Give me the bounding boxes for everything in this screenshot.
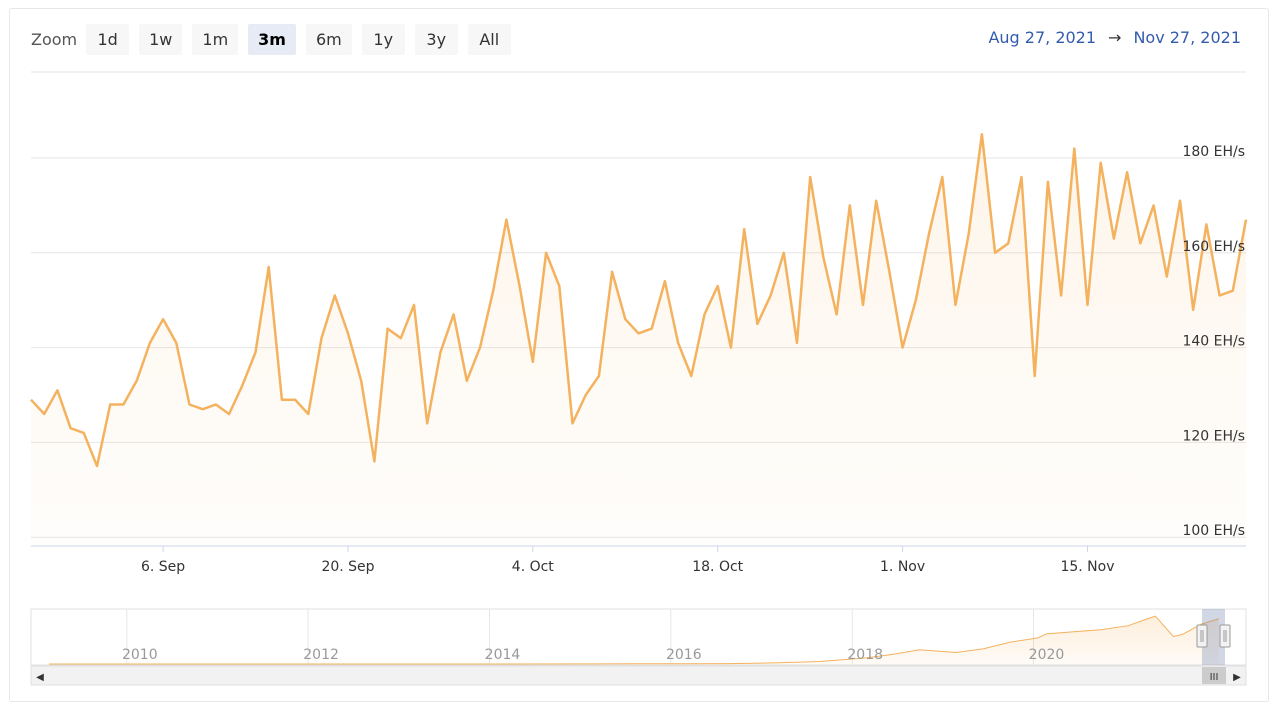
x-tick-label: 18. Oct xyxy=(692,559,743,575)
navigator-x-tick-label: 2014 xyxy=(485,647,521,663)
navigator-x-tick-label: 2012 xyxy=(303,647,339,663)
navigator-handle-left[interactable] xyxy=(1196,624,1208,648)
navigator-handle-right[interactable] xyxy=(1219,624,1231,648)
zoom-toolbar: Zoom 1d 1w 1m 3m 6m 1y 3y All xyxy=(31,24,521,55)
y-tick-label: 160 EH/s xyxy=(1182,239,1245,255)
x-tick-label: 4. Oct xyxy=(512,559,555,575)
y-tick-label: 100 EH/s xyxy=(1182,523,1245,539)
zoom-button-all[interactable]: All xyxy=(467,24,511,55)
x-tick-label: 6. Sep xyxy=(141,559,185,575)
zoom-button-1y[interactable]: 1y xyxy=(361,24,405,55)
navigator-selection[interactable] xyxy=(1202,609,1225,665)
zoom-button-1m[interactable]: 1m xyxy=(192,24,239,55)
y-tick-label: 180 EH/s xyxy=(1182,144,1245,160)
x-tick-label: 15. Nov xyxy=(1060,559,1114,575)
zoom-button-6m[interactable]: 6m xyxy=(305,24,352,55)
navigator-x-tick-label: 2010 xyxy=(122,647,158,663)
y-axis: 100 EH/s 120 EH/s 140 EH/s 160 EH/s 180 EH/s xyxy=(1182,144,1245,539)
scroll-left-icon[interactable]: ◀ xyxy=(36,672,44,683)
scrollbar-grip-icon: III xyxy=(1210,672,1219,683)
navigator-x-axis: 2010 2012 2014 2016 2018 2020 xyxy=(122,647,1064,663)
scroll-right-icon[interactable]: ▶ xyxy=(1233,672,1241,683)
range-arrow-icon: → xyxy=(1108,28,1122,47)
navigator-line xyxy=(49,615,1219,665)
zoom-button-3m[interactable]: 3m xyxy=(248,24,296,55)
hashrate-area xyxy=(31,134,1246,547)
hashrate-line[interactable] xyxy=(30,133,1248,468)
range-to[interactable]: Nov 27, 2021 xyxy=(1133,28,1241,47)
zoom-button-1w[interactable]: 1w xyxy=(139,24,183,55)
scrollbar-track[interactable] xyxy=(30,665,1247,686)
x-tick-label: 20. Sep xyxy=(321,559,374,575)
y-tick-label: 120 EH/s xyxy=(1182,428,1245,444)
navigator-x-tick-label: 2020 xyxy=(1029,647,1065,663)
zoom-button-1d[interactable]: 1d xyxy=(86,24,130,55)
navigator-area xyxy=(49,616,1219,665)
navigator-x-tick-label: 2016 xyxy=(666,647,702,663)
navigator-x-tick-label: 2018 xyxy=(847,647,883,663)
zoom-label: Zoom xyxy=(31,30,78,49)
x-tick-label: 1. Nov xyxy=(880,559,925,575)
scrollbar-thumb[interactable] xyxy=(1202,667,1226,684)
x-axis: 6. Sep 20. Sep 4. Oct 18. Oct 1. Nov 15. Nov xyxy=(141,546,1115,575)
y-tick-label: 140 EH/s xyxy=(1182,334,1245,350)
range-from[interactable]: Aug 27, 2021 xyxy=(988,28,1097,47)
zoom-button-3y[interactable]: 3y xyxy=(414,24,458,55)
date-range: Aug 27, 2021 → Nov 27, 2021 xyxy=(988,28,1241,47)
